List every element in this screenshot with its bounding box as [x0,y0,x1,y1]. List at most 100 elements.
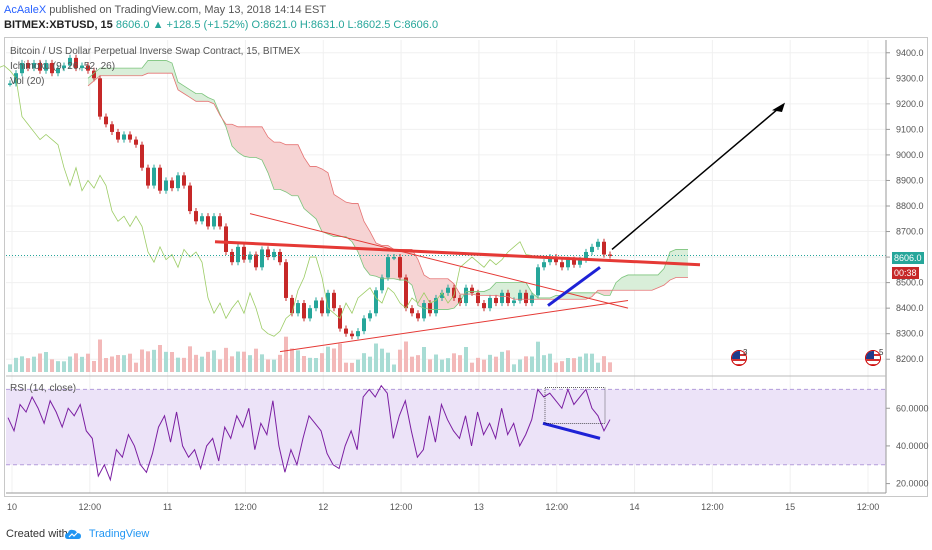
candle-body [284,262,288,298]
volume-bar [404,341,408,372]
volume-bar [14,357,18,372]
cloud-segment [376,243,382,279]
volume-bar [122,355,126,372]
event-count: 3 [743,348,748,357]
cloud-segment [112,68,118,76]
volume-bar [488,354,492,372]
volume-bar [290,348,294,372]
volume-bar [56,361,60,372]
price-change: ▲ +128.5 (+1.52%) [152,19,249,31]
candle-body [86,65,90,71]
candle-body [98,78,102,117]
last-price-tag: 8606.0 [892,252,924,264]
candle-body [122,134,126,140]
volume-bar [572,358,576,372]
volume-bar [68,356,72,372]
cloud-segment [328,172,334,237]
candle-body [56,68,60,74]
rsi-highlight-box [544,387,606,424]
volume-bar [50,359,54,372]
candle-body [278,251,282,263]
cloud-segment [370,231,376,277]
volume-bar [260,354,264,372]
candle-body [248,254,252,260]
cloud-segment [484,289,490,296]
volume-bar [512,364,516,372]
cloud-segment [238,126,244,157]
candle-body [416,313,420,319]
volume-bar [212,350,216,372]
tradingview-link[interactable]: TradingView [88,528,150,540]
cloud-segment [652,274,658,291]
volume-bar [74,353,78,372]
cloud-segment [334,194,340,237]
cloud-segment [196,93,202,102]
cloud-segment [664,251,670,286]
cloud-segment [358,203,364,268]
rsi-tick-label: 40.0000 [896,441,929,451]
us-flag-icon[interactable] [731,350,747,366]
cloud-segment [412,249,418,306]
candle-body [380,277,384,291]
candle-body [104,116,108,125]
candle-body [470,287,474,293]
x-tick-label: 12:00 [234,502,257,512]
volume-legend[interactable]: Vol (20) [10,76,45,87]
candle-body [74,57,78,69]
volume-bar [374,343,378,372]
x-tick-label: 12:00 [545,502,568,512]
last-price: 8606.0 [115,19,150,31]
volume-bars [8,336,612,372]
cloud-segment [640,274,646,291]
drawings [214,102,785,440]
cloud-segment [256,126,262,161]
rsi-band [6,389,886,465]
volume-bar [314,358,318,372]
x-tick-label: 12:00 [79,502,102,512]
cloud-segment [142,60,148,76]
x-tick-label: 11 [163,502,172,512]
candle-body [440,292,444,298]
candle-body [254,254,258,268]
volume-bar [470,362,474,372]
y-tick-label: 8500.0 [896,278,924,288]
candle-body [116,131,120,140]
volume-bar [128,353,132,372]
price-support-line [547,266,601,307]
target-arrow-head [772,102,785,113]
us-flag-icon[interactable] [865,350,881,366]
volume-bar [440,359,444,372]
volume-bar [446,358,450,372]
rsi-tick-label: 60.0000 [896,403,929,413]
cloud-segment [250,126,256,158]
volume-bar [320,353,324,372]
volume-bar [140,349,144,372]
y-tick-label: 8900.0 [896,175,924,185]
volume-bar [416,355,420,372]
candle-body [158,167,162,191]
volume-bar [8,364,12,372]
candle-body [560,262,564,268]
cloud-segment [130,68,136,76]
candle-body [488,297,492,309]
volume-bar [362,353,366,372]
cloud-segment [184,85,190,98]
y-tick-label: 9000.0 [896,150,924,160]
candle-body [578,259,582,265]
candle-body [374,290,378,314]
volume-bar [182,357,186,372]
ichimoku-legend[interactable]: Ichimoku (9, 26, 52, 26) [10,61,116,72]
rsi-tick-label: 20.0000 [896,479,929,489]
volume-bar [494,356,498,372]
author-link[interactable]: AcAaleX [4,4,47,16]
rsi-legend[interactable]: RSI (14, close) [10,383,77,394]
cloud-segment [244,126,250,158]
candle-body [236,246,240,263]
volume-bar [164,351,168,372]
volume-bar [452,353,456,372]
cloud-segment [346,202,352,242]
volume-bar [272,359,276,372]
cloud-segment [406,249,412,286]
cloud-segment [562,292,568,300]
